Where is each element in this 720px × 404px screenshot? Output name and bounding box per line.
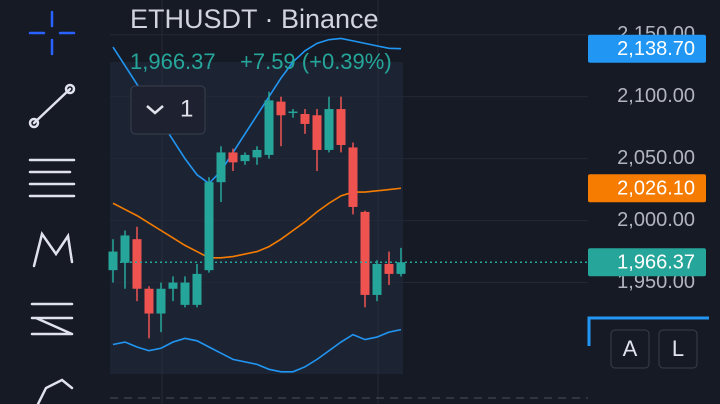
candle-body — [300, 114, 310, 124]
last-price: 1,966.37 — [130, 49, 216, 74]
price-marker-label: 1,966.37 — [617, 252, 695, 274]
candle-body — [228, 152, 238, 163]
candle-body — [216, 152, 226, 183]
candle-body — [144, 288, 154, 314]
candle-body — [120, 235, 130, 263]
corner-mark — [587, 316, 709, 346]
candle-body — [288, 111, 298, 114]
candle-body — [192, 273, 202, 305]
y-tick-label: 2,000.00 — [617, 209, 695, 231]
icon-dot — [64, 83, 76, 95]
pattern-icon[interactable] — [32, 231, 74, 268]
candle-body — [252, 149, 262, 158]
price-marker — [588, 34, 706, 63]
y-tick-label: 2,050.00 — [617, 147, 695, 169]
interval-label: 1 — [180, 95, 193, 122]
candle-body — [396, 262, 406, 274]
candle-body — [156, 288, 166, 314]
forecast-icon[interactable] — [30, 302, 74, 336]
candle-body — [204, 182, 214, 271]
chevron — [146, 105, 164, 115]
symbol-title: ETHUSDT · Binance — [130, 4, 379, 34]
candle-body — [240, 154, 250, 162]
candle-body — [372, 263, 382, 295]
candle-body — [360, 211, 370, 295]
candle-body — [132, 239, 142, 289]
candle-body — [168, 282, 178, 289]
candle-body — [348, 147, 358, 207]
price-marker-label: 2,026.10 — [617, 178, 695, 200]
brush-icon[interactable] — [36, 378, 74, 404]
toolbar — [28, 10, 76, 404]
candle-body — [108, 251, 118, 271]
price-marker — [588, 174, 706, 203]
candle-body — [276, 101, 286, 116]
icon-dot — [28, 117, 40, 129]
candle-body — [336, 109, 346, 145]
candle-body — [264, 100, 274, 155]
interval-button[interactable] — [130, 85, 206, 135]
candle-body — [312, 115, 322, 150]
trendline-icon[interactable] — [32, 87, 72, 125]
fib-icon[interactable] — [28, 158, 76, 198]
y-tick-label: 1,950.00 — [617, 271, 695, 293]
auto-label: A — [623, 336, 638, 361]
log-label: L — [672, 336, 684, 361]
candle-body — [324, 109, 334, 150]
y-tick-label: 2,100.00 — [617, 85, 695, 107]
price-change: +7.59 (+0.39%) — [240, 49, 392, 74]
price-marker — [588, 248, 706, 277]
log-button[interactable] — [658, 329, 698, 369]
candle-body — [180, 282, 190, 305]
crosshair-icon[interactable] — [28, 10, 76, 56]
price-marker-label: 2,138.70 — [617, 38, 695, 60]
auto-button[interactable] — [610, 329, 650, 369]
band-line — [112, 328, 402, 373]
candle-body — [384, 263, 394, 274]
